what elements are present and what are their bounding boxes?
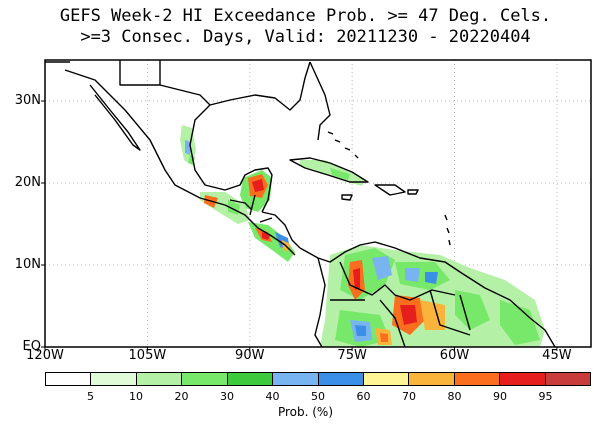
colorbar-label: 60 xyxy=(356,390,371,403)
lon-label: 90W xyxy=(235,348,265,363)
colorbar-swatch xyxy=(227,373,274,385)
colorbar-swatch xyxy=(500,373,546,385)
shade-colombia-red xyxy=(353,268,360,290)
lat-label: 30N xyxy=(14,93,41,108)
lat-label: 20N xyxy=(14,175,41,190)
bahamas-islands xyxy=(327,131,359,159)
south-america-west-coast xyxy=(314,257,326,347)
colorbar-swatch xyxy=(454,373,501,385)
south-america-borders xyxy=(330,261,471,347)
shade-cuba-green xyxy=(330,168,350,180)
gulf-north-coast xyxy=(209,61,311,111)
colorbar-swatch xyxy=(318,373,364,385)
central-america-pacific xyxy=(224,204,296,256)
mexico-pacific-coast xyxy=(64,69,226,206)
central-america-borders xyxy=(229,194,273,223)
colorbar-swatch xyxy=(273,373,319,385)
shade-venezuela-blue-3 xyxy=(425,272,438,284)
lon-label: 120W xyxy=(26,348,64,363)
colorbar-label: 50 xyxy=(311,390,325,403)
shade-venezuela-blue-2 xyxy=(405,268,420,282)
colorbar-swatch xyxy=(363,373,410,385)
colorbar-swatch xyxy=(46,373,92,385)
colorbar-label: 30 xyxy=(220,390,234,403)
florida-coast xyxy=(309,61,331,141)
colorbar-title: Prob. (%) xyxy=(277,405,334,419)
baja-california xyxy=(89,84,141,151)
shade-yucatan-red xyxy=(252,179,264,192)
colorbar-swatch xyxy=(182,373,228,385)
lon-label: 45W xyxy=(542,348,572,363)
map-frame xyxy=(44,59,592,348)
shade-venezuela-blue xyxy=(372,256,392,280)
shade-south-west-orange xyxy=(380,333,388,342)
lat-label: 10N xyxy=(14,257,41,272)
map-title-line-2: >=3 Consec. Days, Valid: 20211230 - 2022… xyxy=(80,27,531,47)
coastlines xyxy=(45,60,556,347)
lon-label: 105W xyxy=(128,348,167,363)
hispaniola-outline xyxy=(374,184,406,196)
us-border-lines xyxy=(45,60,211,106)
cuba-outline xyxy=(289,157,369,183)
map-title-line-1: GEFS Week-2 HI Exceedance Prob. >= 47 De… xyxy=(59,6,552,26)
colorbar-swatch xyxy=(545,373,591,385)
jamaica-outline xyxy=(341,194,353,201)
shade-brazil-green xyxy=(500,300,540,345)
colorbar-label: 40 xyxy=(265,390,280,403)
central-america-caribbean xyxy=(261,211,301,249)
colorbar-label: 70 xyxy=(402,390,416,403)
puerto-rico-outline xyxy=(407,189,419,195)
colorbar-label: 80 xyxy=(447,390,462,403)
grid-lines xyxy=(45,60,591,347)
lesser-antilles xyxy=(444,214,451,246)
lat-label: EQ xyxy=(22,339,41,354)
colorbar xyxy=(45,372,591,386)
shade-mexico-west-blue xyxy=(185,140,191,155)
colorbar-label: 10 xyxy=(129,390,143,403)
colorbar-swatch xyxy=(409,373,455,385)
colorbar-swatch xyxy=(91,373,137,385)
shade-central-america-red xyxy=(262,232,270,240)
south-america-north-coast xyxy=(299,241,556,347)
colorbar-label: 90 xyxy=(493,390,507,403)
shade-amazon-red xyxy=(400,305,417,325)
lon-label: 75W xyxy=(337,348,367,363)
axis-ticks xyxy=(41,100,558,351)
probability-shading xyxy=(180,125,545,347)
shade-south-west-blue-2 xyxy=(355,325,366,336)
gulf-west-coast xyxy=(189,104,273,213)
colorbar-label: 95 xyxy=(538,390,553,403)
lon-label: 60W xyxy=(439,348,470,363)
shade-guiana-green xyxy=(455,290,490,330)
colorbar-swatch xyxy=(136,373,183,385)
colorbar-label: 5 xyxy=(87,390,94,403)
colorbar-label: 20 xyxy=(174,390,189,403)
